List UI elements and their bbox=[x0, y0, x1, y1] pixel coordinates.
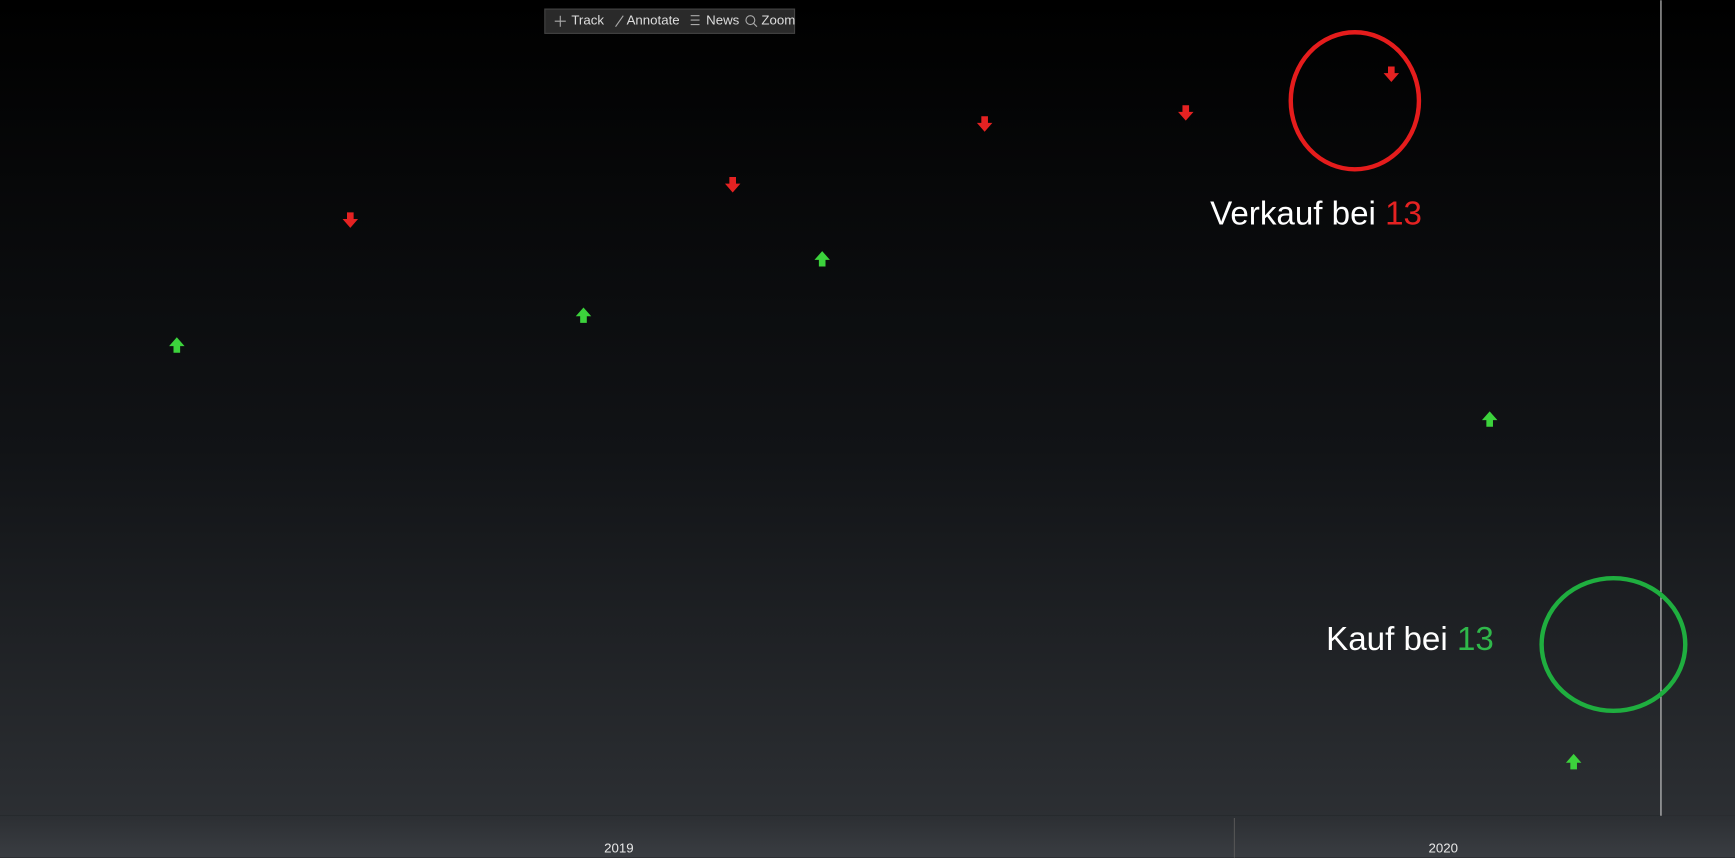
toolbar-button[interactable]: News bbox=[706, 13, 740, 28]
year-label: 2020 bbox=[1429, 840, 1458, 855]
annotation: Kauf bei 13 bbox=[1326, 621, 1494, 658]
highlight-circle bbox=[1288, 30, 1422, 172]
highlight-circle bbox=[1539, 575, 1688, 714]
toolbar-bg bbox=[544, 8, 796, 34]
plot-background bbox=[0, 0, 1735, 816]
x-axis-strip bbox=[0, 815, 1735, 858]
annotation-text: Kauf bei bbox=[1326, 621, 1457, 658]
annotation-text: Verkauf bei bbox=[1210, 195, 1385, 232]
toolbar-button[interactable]: Annotate bbox=[627, 13, 680, 28]
annotation: Verkauf bei 13 bbox=[1210, 195, 1422, 232]
toolbar-button[interactable]: Zoom bbox=[761, 13, 795, 28]
toolbar: Track Annotate News Zoom bbox=[544, 8, 796, 34]
year-label: 2019 bbox=[604, 840, 633, 855]
annotation-highlight: 13 bbox=[1457, 621, 1494, 658]
y-axis-strip bbox=[1660, 0, 1735, 816]
toolbar-button[interactable]: Track bbox=[571, 13, 604, 28]
signal-arrows bbox=[169, 66, 1582, 770]
annotation-highlight: 13 bbox=[1385, 195, 1422, 232]
